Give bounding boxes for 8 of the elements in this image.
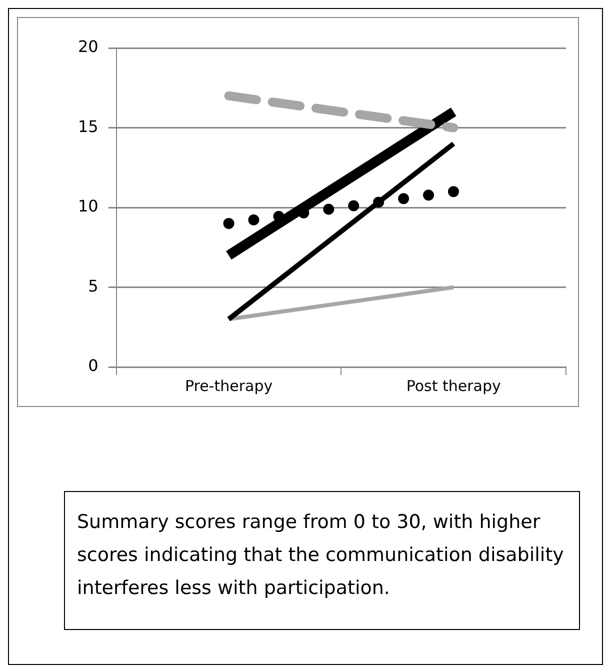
y-tick-label: 15 — [78, 116, 98, 136]
text: Summary scores range from 0 to 30, with higher scores indicating that the communication disability interferes less with participation. — [64, 491, 580, 630]
x-tick-label: Pre-therapy — [184, 376, 273, 395]
y-tick-label: 0 — [88, 356, 98, 376]
x-tick-label: Post therapy — [406, 376, 501, 395]
y-tick-label: 10 — [78, 196, 98, 216]
y-tick-label: 5 — [88, 276, 98, 296]
y-tick-label: 20 — [78, 37, 98, 56]
